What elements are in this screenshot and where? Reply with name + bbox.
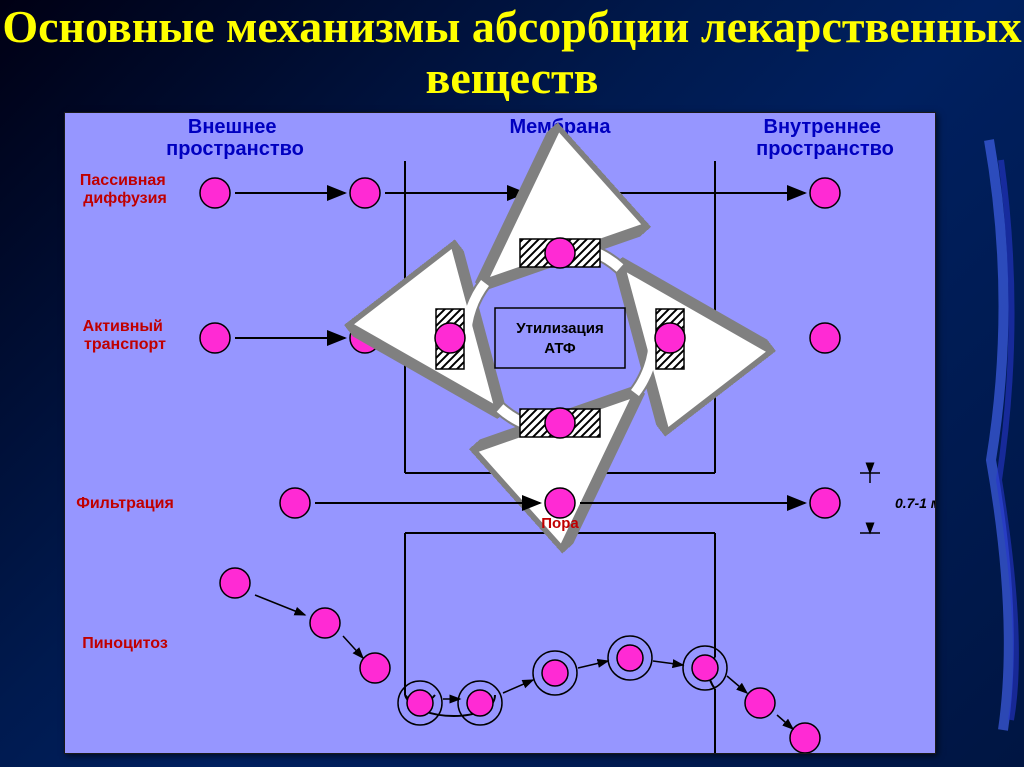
svg-text:Активный транспорт: Активный транспорт <box>83 318 168 353</box>
svg-text:Пора: Пора <box>541 515 579 532</box>
row-filtration: Фильтрация Пора 0.7-1 мм <box>76 473 935 533</box>
col-head-mid: Мембрана <box>510 116 612 138</box>
slide: Основные механизмы абсорбции лекарственн… <box>0 0 1024 767</box>
col-head-right: Внутреннее пространство <box>756 116 894 160</box>
col-head-left: Внешнее пространство <box>166 116 304 160</box>
diagram-panel: Внешнее пространство Мембрана Внутреннее… <box>64 112 936 754</box>
row-active: Активный транспорт Переносчик <box>83 230 840 438</box>
svg-text:Утилизация: Утилизация <box>516 320 603 337</box>
svg-text:Пассивная диффузия: Пассивная диффузия <box>80 172 170 207</box>
svg-text:Пиноцитоз: Пиноцитоз <box>82 635 168 652</box>
slide-title: Основные механизмы абсорбции лекарственн… <box>0 0 1024 103</box>
side-decoration <box>979 120 1024 740</box>
svg-text:Фильтрация: Фильтрация <box>76 495 174 512</box>
row-passive: Пассивная диффузия <box>80 172 840 208</box>
svg-text:АТФ: АТФ <box>544 340 576 357</box>
svg-text:0.7-1 мм: 0.7-1 мм <box>895 495 935 511</box>
row-pinocytosis: Пиноцитоз <box>82 568 820 753</box>
diagram-svg: Внешнее пространство Мембрана Внутреннее… <box>65 113 935 753</box>
